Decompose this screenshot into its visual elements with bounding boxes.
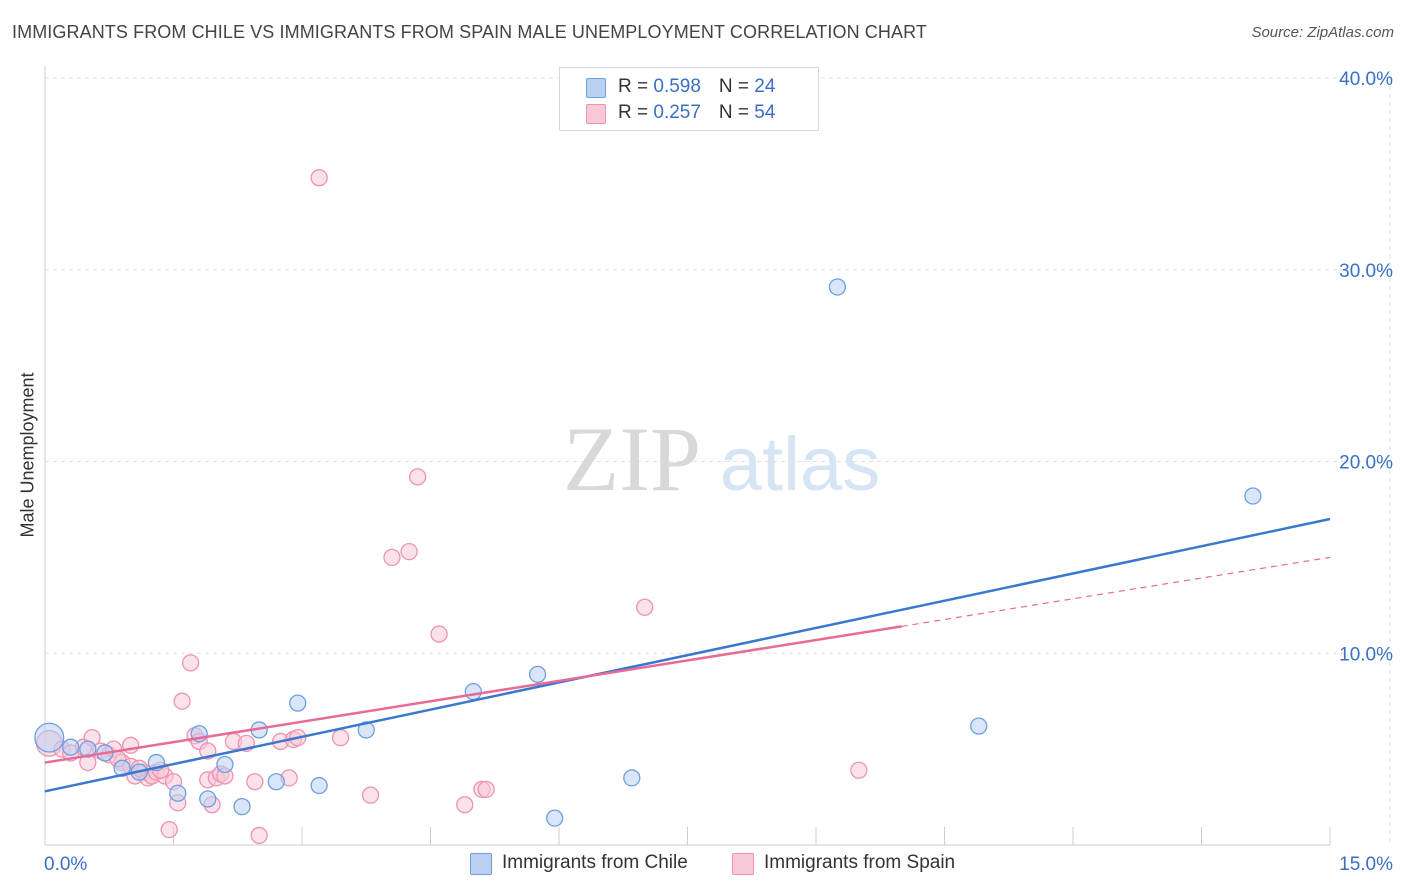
r-value-chile: 0.598 <box>653 76 701 97</box>
r-label: R = <box>618 76 654 97</box>
data-point-chile <box>113 759 131 777</box>
data-point-chile <box>79 740 97 758</box>
data-point-chile <box>970 717 988 735</box>
y-tick-label: 20.0% <box>1339 453 1393 474</box>
data-point-chile <box>1244 487 1262 505</box>
data-point-chile <box>310 776 328 795</box>
data-point-chile <box>233 798 251 816</box>
legend-swatch-chile <box>470 853 492 875</box>
data-point-spain <box>456 796 474 814</box>
points-layer <box>34 169 1262 845</box>
data-point-chile <box>828 278 847 296</box>
trend-line-extension-spain <box>901 556 1331 627</box>
data-point-spain <box>331 728 350 747</box>
r-value-spain: 0.257 <box>653 102 701 123</box>
y-tick-label: 10.0% <box>1339 644 1393 665</box>
data-point-chile <box>62 738 80 756</box>
y-tick-label: 30.0% <box>1339 261 1393 282</box>
legend-label-spain: Immigrants from Spain <box>764 852 956 873</box>
data-point-chile <box>528 665 547 683</box>
data-point-chile <box>199 790 217 808</box>
legend-label-chile: Immigrants from Chile <box>502 852 688 873</box>
y-axis-title: Male Unemployment <box>17 372 38 538</box>
data-point-spain <box>250 826 268 845</box>
data-point-chile <box>546 809 564 827</box>
data-point-spain <box>430 625 448 643</box>
tick-label-layer: 10.0% 20.0% 30.0% 40.0% 0.0% 15.0% <box>44 69 1393 875</box>
data-point-spain <box>383 548 401 567</box>
data-point-spain <box>636 598 654 616</box>
data-point-spain <box>408 468 427 486</box>
data-point-chile <box>289 694 307 712</box>
data-point-chile <box>267 773 285 791</box>
trend-line-chile <box>44 517 1331 793</box>
watermark-atlas: atlas <box>720 422 881 507</box>
watermark: ZIP atlas <box>563 408 880 510</box>
trend-layer <box>44 517 1331 793</box>
y-tick-label: 40.0% <box>1339 69 1393 90</box>
data-point-spain <box>181 654 200 672</box>
x-tick-label: 0.0% <box>44 854 87 875</box>
data-point-spain <box>173 692 191 710</box>
chart-title: IMMIGRANTS FROM CHILE VS IMMIGRANTS FROM… <box>12 22 927 42</box>
chart-source: Source: ZipAtlas.com <box>1251 24 1394 41</box>
data-point-spain <box>477 780 495 799</box>
r-label: R = <box>618 102 654 123</box>
trend-line-spain <box>44 625 902 764</box>
legend-swatch-spain <box>732 853 754 875</box>
x-tick-label: 15.0% <box>1339 854 1393 875</box>
legend-swatch-chile <box>586 78 606 98</box>
n-label: N = <box>718 102 755 123</box>
n-value-spain: 54 <box>754 102 776 123</box>
data-point-chile <box>464 682 482 701</box>
stats-legend: R = 0.598 N = 24 R = 0.257 N = 54 <box>559 67 819 131</box>
data-point-spain <box>310 169 328 187</box>
data-point-spain <box>246 773 264 791</box>
n-label: N = <box>718 76 755 97</box>
data-point-chile <box>34 722 65 753</box>
watermark-zip: ZIP <box>563 408 701 510</box>
data-point-chile <box>216 755 234 774</box>
legend-swatch-spain <box>586 104 606 124</box>
data-point-spain <box>160 821 178 839</box>
data-point-spain <box>850 761 868 779</box>
data-point-spain <box>400 542 418 561</box>
axis-layer <box>44 66 1331 846</box>
n-value-chile: 24 <box>754 76 776 97</box>
data-point-chile <box>357 721 375 739</box>
data-point-chile <box>169 784 187 802</box>
data-point-spain <box>361 786 380 804</box>
data-point-chile <box>623 769 641 787</box>
